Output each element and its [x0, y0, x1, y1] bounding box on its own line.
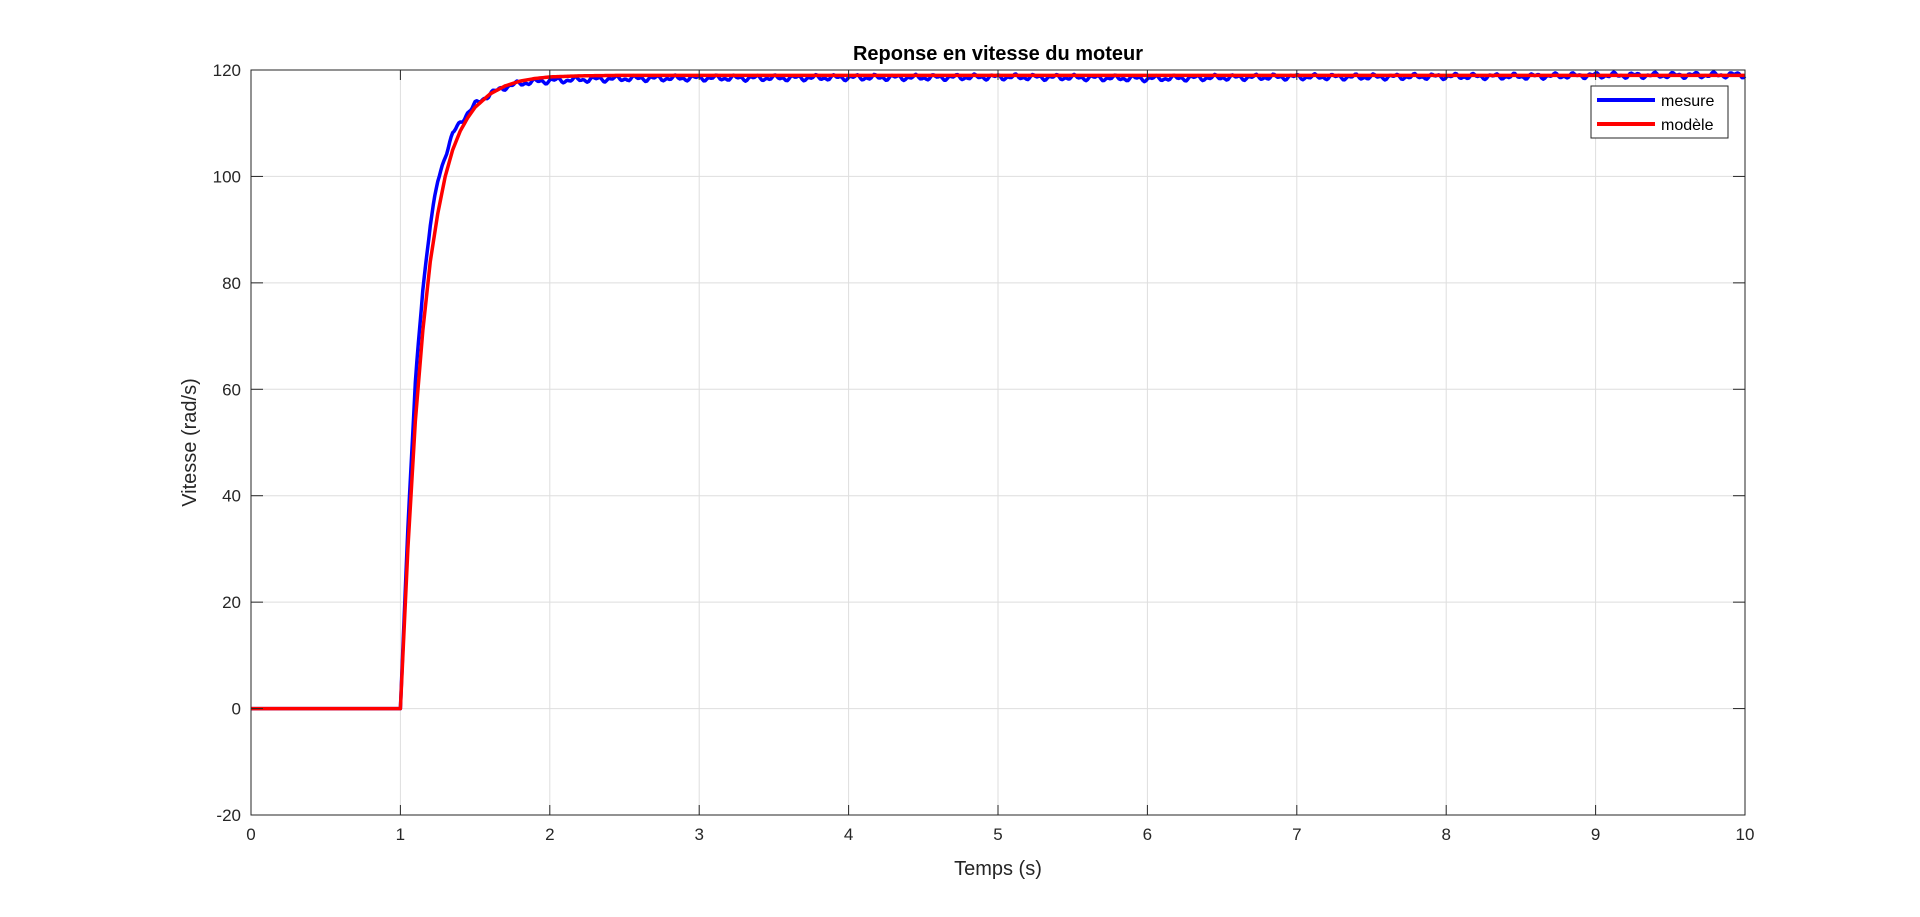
x-tick-label: 3 — [694, 825, 703, 844]
legend-entry-modele: modèle — [1661, 117, 1714, 134]
ticks: 0 1 2 3 4 5 6 7 8 9 10 -20 0 20 40 60 80 100 120 — [213, 61, 1755, 844]
y-tick-label: 20 — [222, 593, 241, 612]
x-tick-label: 10 — [1736, 825, 1755, 844]
x-axis-label: Temps (s) — [954, 858, 1042, 880]
x-tick-label: 1 — [396, 825, 405, 844]
chart-title: Reponse en vitesse du moteur — [853, 43, 1143, 65]
y-tick-label: 60 — [222, 380, 241, 399]
y-tick-label: 80 — [222, 274, 241, 293]
x-tick-label: 4 — [844, 825, 853, 844]
legend: mesure modèle — [1590, 85, 1729, 139]
x-tick-label: 6 — [1143, 825, 1152, 844]
y-tick-label: -20 — [216, 806, 241, 825]
grid — [250, 69, 1746, 816]
y-tick-label: 100 — [213, 167, 241, 186]
y-tick-label: 0 — [232, 700, 241, 719]
x-tick-label: 5 — [993, 825, 1002, 844]
legend-box — [1590, 85, 1729, 139]
x-tick-label: 8 — [1441, 825, 1450, 844]
legend-entry-mesure: mesure — [1661, 93, 1714, 110]
y-tick-label: 120 — [213, 61, 241, 80]
x-tick-label: 0 — [246, 825, 255, 844]
x-tick-label: 7 — [1292, 825, 1301, 844]
y-axis-label: Vitesse (rad/s) — [179, 378, 201, 507]
x-tick-label: 9 — [1591, 825, 1600, 844]
y-tick-label: 40 — [222, 487, 241, 506]
x-tick-label: 2 — [545, 825, 554, 844]
